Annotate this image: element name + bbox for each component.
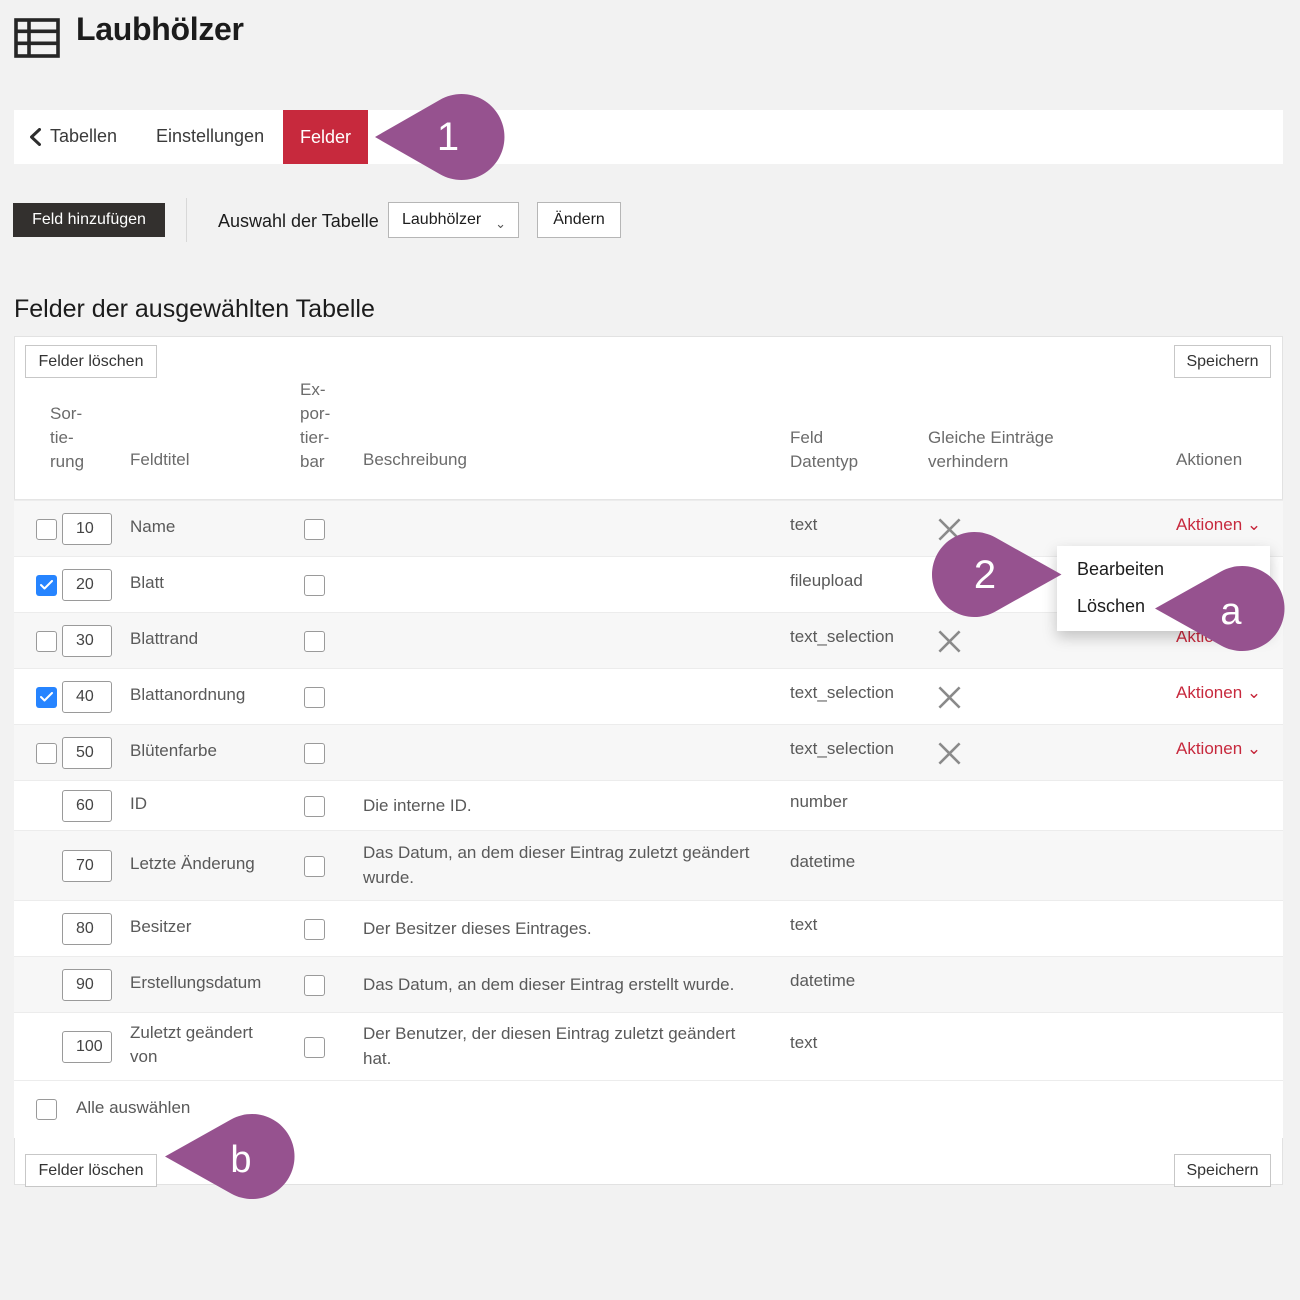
svg-text:2: 2 <box>974 553 996 597</box>
svg-text:1: 1 <box>437 115 459 159</box>
svg-text:a: a <box>1220 591 1242 633</box>
svg-text:b: b <box>230 1139 251 1181</box>
